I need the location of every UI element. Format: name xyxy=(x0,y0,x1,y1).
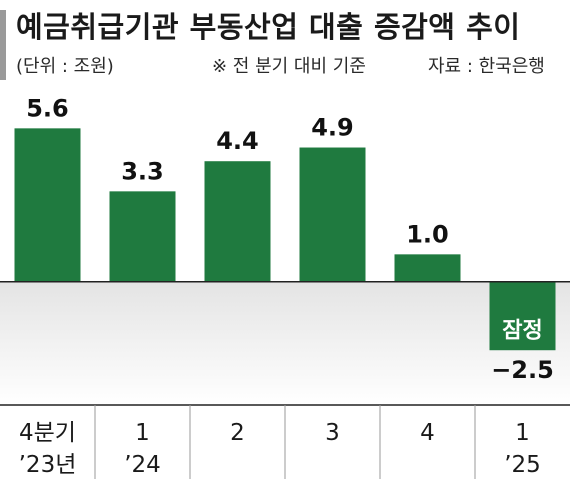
x-tick-label: 3 xyxy=(325,420,340,446)
bar xyxy=(109,191,176,282)
x-tick-year-label: ’25 xyxy=(504,452,541,478)
source-label: 자료 : 한국은행 xyxy=(428,56,545,77)
unit-label: (단위 : 조원) xyxy=(16,56,114,77)
bar-value-label: 3.3 xyxy=(121,157,164,185)
title-accent-bar xyxy=(0,10,6,80)
bar-value-label: 4.4 xyxy=(216,127,259,155)
bar xyxy=(14,128,81,282)
negative-region-background xyxy=(0,281,570,405)
provisional-annotation: 잠정 xyxy=(502,319,542,344)
x-tick-label: 2 xyxy=(230,420,245,446)
bar-value-label: 5.6 xyxy=(26,94,69,122)
bar-value-label: 1.0 xyxy=(406,220,449,248)
x-tick-label: 4분기 xyxy=(19,420,76,446)
x-tick-label: 1 xyxy=(515,420,530,446)
x-tick-label: 1 xyxy=(135,420,150,446)
bar xyxy=(204,161,271,282)
bar xyxy=(489,281,556,351)
x-tick-year-label: ’23년 xyxy=(19,452,77,478)
x-tick-year-label: ’24 xyxy=(124,452,161,478)
bar-value-label: 4.9 xyxy=(311,114,354,142)
bar xyxy=(299,147,366,282)
bar-value-label: −2.5 xyxy=(491,356,554,384)
chart-title: 예금취급기관 부동산업 대출 증감액 추이 xyxy=(16,10,521,44)
bar xyxy=(394,254,461,282)
x-tick-label: 4 xyxy=(420,420,435,446)
basis-note: ※ 전 분기 대비 기준 xyxy=(212,56,366,77)
